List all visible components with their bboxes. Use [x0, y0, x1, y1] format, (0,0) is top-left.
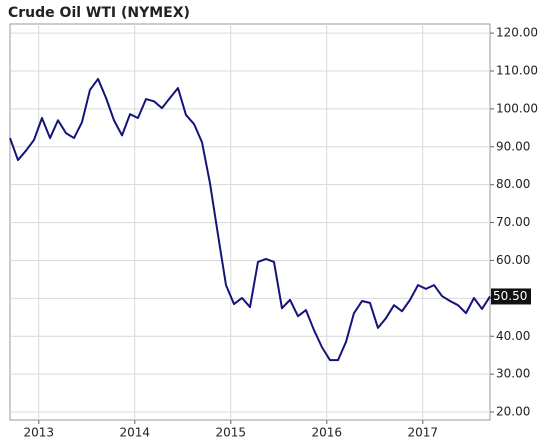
y-tick-label: 30.00 [496, 367, 530, 381]
x-tick-label: 2015 [216, 426, 247, 440]
last-value-box [491, 288, 531, 305]
last-value-label: 50.50 [493, 289, 527, 303]
y-tick-label: 60.00 [496, 253, 530, 267]
x-tick-label: 2014 [120, 426, 151, 440]
y-tick-label: 80.00 [496, 177, 530, 191]
x-tick-label: 2013 [24, 426, 55, 440]
y-tick-label: 120.00 [496, 26, 538, 40]
x-tick-label: 2016 [312, 426, 343, 440]
chart-title: Crude Oil WTI (NYMEX) [8, 5, 190, 21]
x-tick-label: 2017 [408, 426, 439, 440]
y-tick-label: 70.00 [496, 215, 530, 229]
y-tick-label: 20.00 [496, 405, 530, 419]
price-line [9, 77, 491, 362]
y-tick-label: 90.00 [496, 139, 530, 153]
y-tick-label: 110.00 [496, 63, 538, 77]
y-tick-label: 40.00 [496, 329, 530, 343]
y-tick-label: 100.00 [496, 101, 538, 115]
plot-frame [9, 23, 491, 421]
